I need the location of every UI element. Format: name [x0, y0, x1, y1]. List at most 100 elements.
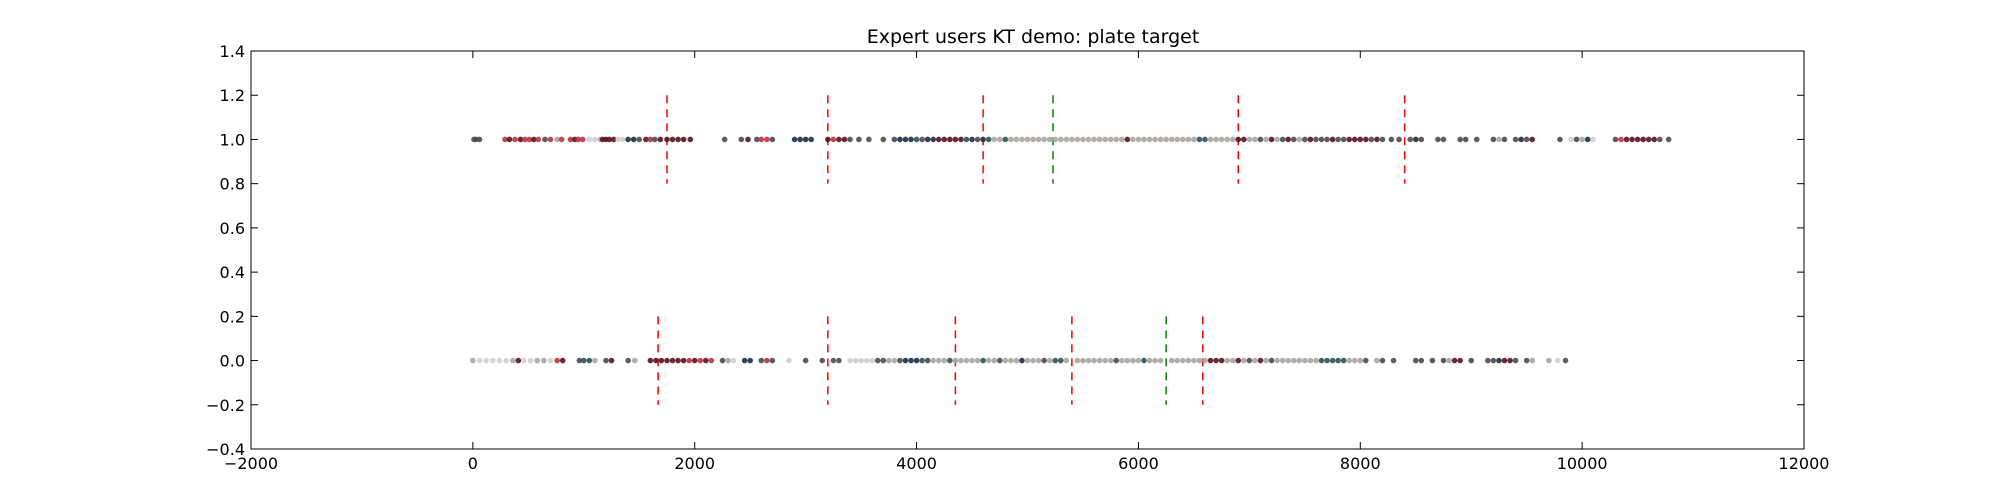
- data-point: [1274, 357, 1280, 364]
- data-point: [1554, 357, 1561, 364]
- data-point: [980, 136, 986, 143]
- data-point: [930, 357, 937, 364]
- data-point: [908, 357, 914, 364]
- x-tick-label: 6000: [1118, 454, 1159, 473]
- data-point: [985, 136, 992, 143]
- data-point: [874, 357, 881, 364]
- data-point: [534, 357, 540, 364]
- data-point: [1501, 357, 1508, 364]
- data-point: [935, 136, 942, 143]
- data-point: [664, 357, 670, 364]
- data-point: [1041, 357, 1047, 364]
- data-point: [1074, 136, 1081, 143]
- data-point: [1180, 357, 1186, 364]
- data-point: [1363, 357, 1369, 364]
- data-point: [1379, 357, 1386, 364]
- data-point: [496, 357, 503, 364]
- data-point: [687, 136, 694, 143]
- data-point: [1363, 136, 1369, 143]
- data-point: [1085, 136, 1092, 143]
- data-point: [1335, 357, 1341, 364]
- data-point: [1485, 357, 1491, 364]
- data-point: [1346, 357, 1352, 364]
- data-point: [470, 357, 476, 364]
- data-point: [847, 357, 853, 364]
- data-point: [554, 136, 560, 143]
- data-point: [996, 357, 1003, 364]
- data-point: [512, 136, 518, 143]
- data-point: [1252, 357, 1258, 364]
- x-tick-label: 12000: [1779, 454, 1830, 473]
- data-point: [1351, 136, 1358, 143]
- data-point: [1152, 136, 1158, 143]
- data-point: [1024, 136, 1031, 143]
- data-point: [880, 357, 887, 364]
- data-point: [1213, 136, 1219, 143]
- data-point: [1013, 136, 1020, 143]
- data-point: [1008, 136, 1014, 143]
- data-point: [1296, 136, 1303, 143]
- data-point: [1290, 357, 1297, 364]
- data-point: [1302, 136, 1308, 143]
- data-point: [863, 357, 870, 364]
- data-point: [1157, 357, 1164, 364]
- data-point: [1412, 357, 1419, 364]
- data-point: [1002, 136, 1009, 143]
- data-point: [547, 357, 554, 364]
- data-point: [1490, 357, 1497, 364]
- data-point: [610, 136, 617, 143]
- data-point: [1302, 357, 1308, 364]
- data-point: [1324, 136, 1330, 143]
- data-point: [1268, 357, 1275, 364]
- data-point: [1013, 357, 1020, 364]
- data-point: [1629, 136, 1635, 143]
- data-point: [1590, 136, 1597, 143]
- data-point: [522, 136, 528, 143]
- y-tick-label: 0.0: [220, 352, 245, 371]
- data-point: [632, 357, 638, 364]
- data-point: [547, 136, 554, 143]
- data-point: [974, 357, 981, 364]
- data-point: [869, 357, 875, 364]
- data-point: [1229, 357, 1236, 364]
- data-point: [856, 136, 862, 143]
- data-point: [745, 136, 751, 143]
- data-point: [880, 136, 887, 143]
- data-point: [991, 357, 998, 364]
- data-point: [1324, 357, 1330, 364]
- data-point: [476, 136, 483, 143]
- data-point: [675, 357, 681, 364]
- data-point: [1562, 357, 1569, 364]
- data-point: [858, 357, 864, 364]
- data-point: [1046, 357, 1053, 364]
- data-point: [852, 357, 859, 364]
- data-point: [1035, 136, 1042, 143]
- data-point: [1146, 357, 1153, 364]
- data-point: [830, 357, 837, 364]
- data-point: [1091, 136, 1097, 143]
- data-point: [1318, 136, 1325, 143]
- data-point: [1435, 136, 1441, 143]
- data-point: [738, 136, 745, 143]
- data-point: [1623, 136, 1630, 143]
- data-point: [719, 357, 726, 364]
- data-point: [1052, 136, 1059, 143]
- data-point: [1518, 136, 1524, 143]
- data-point: [747, 357, 753, 364]
- data-point: [1130, 136, 1136, 143]
- data-point: [891, 357, 898, 364]
- data-point: [1257, 136, 1264, 143]
- data-point: [924, 357, 931, 364]
- data-point: [535, 136, 542, 143]
- data-point: [1285, 357, 1291, 364]
- data-point: [985, 357, 992, 364]
- data-point: [615, 136, 621, 143]
- data-point: [808, 136, 814, 143]
- data-point: [1157, 136, 1164, 143]
- data-point: [708, 357, 715, 364]
- data-point: [576, 357, 583, 364]
- x-tick-label: 0: [468, 454, 478, 473]
- data-point: [1340, 136, 1347, 143]
- data-point: [1368, 136, 1375, 143]
- data-point: [1496, 357, 1502, 364]
